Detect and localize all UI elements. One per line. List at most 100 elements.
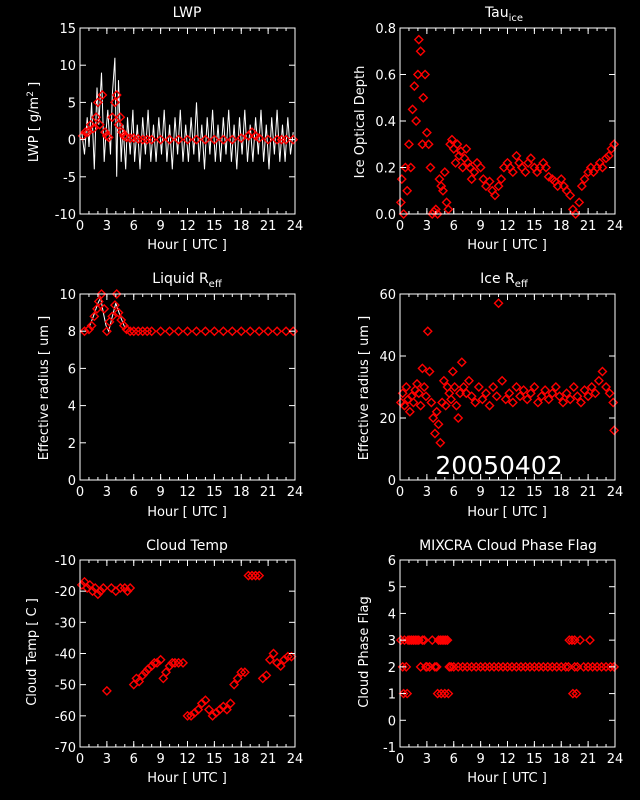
ice-reff-ytick-label: 0 [388, 474, 396, 489]
cloud-temp-data-point [229, 679, 240, 690]
tau-data-point [556, 174, 567, 185]
tau-data-point [466, 174, 477, 185]
lwp-data-point [236, 133, 247, 144]
cloud-temp-data-point [92, 589, 103, 600]
lwp-data-point [97, 89, 108, 100]
tau-data-point [461, 143, 472, 154]
ice-reff-ytick-label: 20 [379, 412, 396, 427]
liquid-reff-ytick-label: 4 [68, 400, 76, 415]
tau-data-point [413, 34, 424, 45]
ice-reff-data-point [408, 397, 419, 408]
cloud-temp-data-point [186, 710, 197, 721]
tau-data-point [478, 174, 489, 185]
lwp-xtick-label: 12 [179, 219, 196, 234]
cloud-temp-data-point [275, 660, 286, 671]
phase-flag-data-point [584, 635, 595, 646]
liquid-reff-data-point [99, 303, 110, 314]
ice-reff-data-point [424, 366, 435, 377]
liquid-reff-data-point [236, 326, 247, 337]
cloud-temp-xtick-label: 9 [156, 752, 164, 767]
ice-reff-data-point [449, 382, 460, 392]
lwp-ytick-label: 10 [59, 59, 76, 74]
liquid-reff-data-point [101, 326, 112, 337]
lwp-data-point [80, 127, 91, 138]
phase-flag-xtick-label: 0 [396, 752, 404, 767]
cloud-temp-data-point [254, 570, 265, 581]
lwp-xlabel: Hour [ UTC ] [147, 238, 227, 253]
cloud-temp-ytick-label: -40 [55, 648, 76, 663]
cloud-temp-data-point [101, 685, 112, 696]
phase-flag-ytick-label: -1 [383, 741, 396, 756]
phase-flag-data-point [569, 661, 580, 672]
lwp-xtick-label: 3 [103, 219, 111, 234]
phase-flag-data-point [398, 688, 409, 699]
lwp-data-point [155, 134, 166, 145]
tau-ytick-label: 0.4 [375, 115, 396, 130]
tau-data-point [403, 139, 414, 150]
ice-reff-data-point [456, 357, 467, 368]
tau-xtick-label: 9 [476, 219, 484, 234]
tau-xtick-label: 18 [553, 219, 570, 234]
cloud-temp-data-point [137, 670, 148, 681]
phase-flag-xtick-label: 15 [526, 752, 543, 767]
ice-reff-data-point [532, 397, 543, 408]
ice-reff-data-point [447, 366, 458, 377]
ice-reff-data-point [568, 382, 579, 392]
cloud-temp-data-point [232, 673, 243, 684]
ice-reff-data-point [488, 382, 499, 392]
tau-data-point [439, 167, 450, 178]
ice-reff-data-point [435, 437, 446, 448]
tau-data-point [579, 174, 590, 185]
ice-reff-data-point [431, 406, 442, 417]
tau-data-point [464, 162, 475, 173]
lwp-data-point [200, 134, 211, 145]
ice-reff-xlabel: Hour [ UTC ] [467, 505, 547, 520]
liquid-reff-data-point [288, 326, 299, 337]
tau-data-point [415, 46, 426, 57]
liquid-reff-xtick-label: 9 [156, 485, 164, 500]
cloud-temp-data-point [286, 651, 297, 662]
phase-flag-data-point [436, 688, 447, 699]
cloud-temp-xtick-label: 6 [130, 752, 138, 767]
cloud-temp-ytick-label: -70 [55, 741, 76, 756]
cloud-temp-data-point [200, 695, 211, 706]
tau-ylabel: Ice Optical Depth [353, 66, 368, 179]
cloud-temp-data-point [214, 704, 225, 715]
cloud-temp-data-point [178, 657, 189, 668]
lwp-data-point [191, 134, 202, 145]
cloud-temp-xtick-label: 21 [260, 752, 277, 767]
ice-reff-data-point [604, 388, 615, 399]
tau-data-point [409, 81, 420, 92]
ice-reff-data-point [590, 388, 601, 399]
phase-flag-data-point [429, 661, 440, 672]
liquid-reff-data-point [209, 326, 220, 337]
ice-reff-data-point [586, 382, 597, 392]
ice-reff-ytick-label: 60 [379, 288, 396, 303]
ice-reff-data-point [511, 382, 522, 392]
ice-reff-xtick-label: 12 [499, 485, 516, 500]
phase-flag-xtick-label: 21 [580, 752, 597, 767]
phase-flag-data-point [442, 635, 453, 646]
liquid-reff-data-point [227, 326, 238, 337]
tau-data-point [402, 185, 413, 196]
ice-reff-title: Ice Reff [480, 271, 529, 290]
cloud-temp-data-point [204, 704, 214, 715]
lwp-data-point [218, 134, 229, 145]
liquid-reff-data-point [109, 300, 120, 311]
ice-reff-data-point [415, 400, 426, 411]
cloud-temp-ytick-label: -60 [55, 710, 76, 725]
ice-reff-data-point [497, 375, 508, 386]
ice-reff-data-point [561, 388, 572, 399]
tau-data-point [496, 174, 507, 185]
ice-reff-data-point [403, 394, 414, 405]
tau-data-point [463, 157, 474, 168]
phase-flag-data-point [438, 635, 449, 646]
liquid-reff-data-point [245, 326, 256, 337]
ice-reff-ytick-label: 40 [379, 350, 396, 365]
ice-reff-data-point [547, 388, 558, 399]
cloud-temp-data-point [279, 654, 290, 665]
cloud-temp-xtick-label: 15 [206, 752, 223, 767]
liquid-reff-data-point [281, 326, 292, 337]
lwp-xtick-label: 18 [233, 219, 250, 234]
